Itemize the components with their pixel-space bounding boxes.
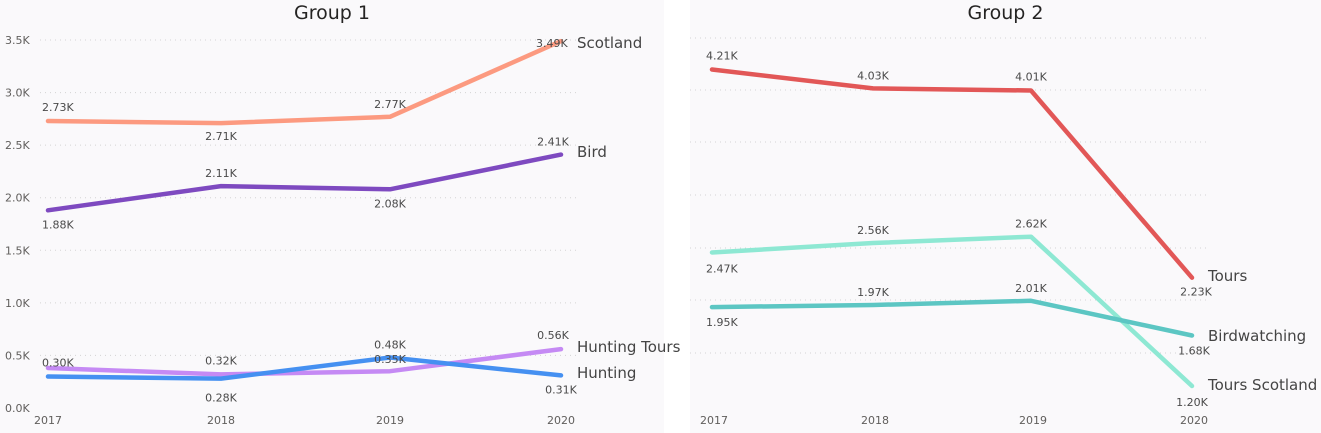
data-label: 2.11K (205, 167, 237, 180)
data-label: 2.47K (706, 262, 738, 275)
y-tick-label: 2.0K (5, 192, 30, 205)
line-chart-group-1: 0.0K 0.5K 1.0K 1.5K 2.0K 2.5K 3.0K 3.5K 2017 2018… (5, 34, 681, 427)
x-tick-label: 2020 (547, 414, 575, 427)
data-label: 2.56K (857, 224, 889, 237)
data-label: 2.41K (537, 136, 569, 149)
data-label: 2.23K (1180, 286, 1212, 299)
series-label: Hunting (577, 364, 636, 382)
x-tick-label: 2017 (34, 414, 62, 427)
y-tick-label: 1.5K (5, 244, 30, 257)
series-line (45, 346, 564, 377)
data-label: 0.30K (42, 356, 74, 369)
x-tick-label: 2020 (1180, 414, 1208, 427)
chart-title: Group 1 (294, 2, 370, 24)
y-tick-label: 1.0K (5, 297, 30, 310)
data-label: 4.03K (857, 69, 889, 82)
chart-title: Group 2 (967, 2, 1044, 24)
data-label: 2.62K (1015, 218, 1047, 231)
series-label: Scotland (577, 34, 642, 52)
data-label: 2.08K (374, 197, 406, 210)
y-tick-label: 3.0K (5, 87, 30, 100)
series-line (45, 38, 564, 126)
data-label: 3.49K (536, 37, 568, 50)
series-line (45, 355, 564, 381)
data-label: 2.73K (42, 101, 74, 114)
chart-group-2: Group 2 2017 2018 2019 2020 4.21K 4.03K 4.01K 2… (690, 0, 1321, 433)
series-label: Birdwatching (1208, 327, 1306, 345)
x-tick-label: 2018 (207, 414, 235, 427)
y-tick-label: 3.5K (5, 34, 30, 47)
series-label: Tours (1207, 267, 1247, 285)
data-label: 1.68K (1178, 345, 1210, 358)
data-label: 2.71K (205, 130, 237, 143)
data-label: 1.20K (1176, 396, 1208, 409)
x-tick-label: 2018 (861, 414, 889, 427)
data-label: 2.77K (374, 98, 406, 111)
data-label: 0.32K (205, 354, 237, 367)
data-label: 4.01K (1015, 71, 1047, 84)
chart-group-1: Group 1 0.0K 0.5K 1.0K 1.5K 2.0K 2.5K 3.0K 3.5K… (5, 2, 681, 427)
series-label: Bird (577, 143, 607, 161)
x-tick-label: 2019 (376, 414, 404, 427)
series-label: Tours Scotland (1207, 376, 1317, 394)
data-label: 0.28K (205, 392, 237, 405)
data-label: 0.56K (537, 329, 569, 342)
series-line (709, 298, 1195, 338)
series-label: Hunting Tours (577, 338, 681, 356)
x-tick-label: 2017 (700, 414, 728, 427)
y-tick-label: 0.0K (5, 402, 30, 415)
series-line (709, 234, 1195, 389)
y-tick-label: 0.5K (5, 349, 30, 362)
data-label: 0.31K (545, 383, 577, 396)
x-tick-label: 2019 (1019, 414, 1047, 427)
series-line (709, 67, 1195, 280)
data-label: 1.95K (706, 316, 738, 329)
data-label: 2.01K (1015, 282, 1047, 295)
data-label: 1.97K (857, 286, 889, 299)
data-label: 1.88K (42, 218, 74, 231)
data-label: 0.48K (374, 339, 406, 352)
data-label: 0.35K (374, 353, 406, 366)
y-tick-label: 2.5K (5, 139, 30, 152)
data-label: 4.21K (706, 49, 738, 62)
series-line (45, 152, 564, 213)
